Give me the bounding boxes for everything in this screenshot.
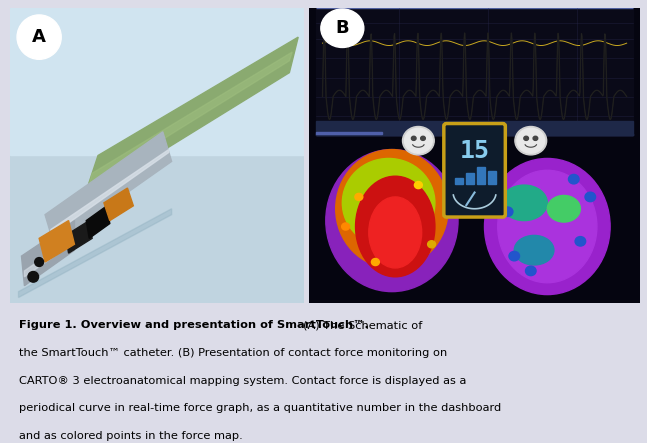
FancyBboxPatch shape <box>444 124 505 217</box>
Text: the SmartTouch™ catheter. (B) Presentation of contact force monitoring on: the SmartTouch™ catheter. (B) Presentati… <box>19 348 448 358</box>
Circle shape <box>585 192 596 202</box>
Circle shape <box>28 272 39 282</box>
Circle shape <box>414 182 422 189</box>
Ellipse shape <box>369 197 422 268</box>
Circle shape <box>371 258 379 265</box>
Circle shape <box>402 127 434 155</box>
Polygon shape <box>25 238 72 277</box>
Bar <box>316 121 633 135</box>
Bar <box>316 134 633 135</box>
Circle shape <box>411 136 416 140</box>
Polygon shape <box>104 188 133 221</box>
Circle shape <box>35 257 43 267</box>
Text: 15: 15 <box>459 139 490 163</box>
Polygon shape <box>45 132 171 244</box>
Text: A: A <box>32 28 46 46</box>
Circle shape <box>533 136 538 140</box>
Polygon shape <box>83 37 298 200</box>
Ellipse shape <box>547 195 580 222</box>
Polygon shape <box>39 221 74 262</box>
Ellipse shape <box>336 150 448 268</box>
Text: CARTO® 3 electroanatomical mapping system. Contact force is displayed as a: CARTO® 3 electroanatomical mapping syste… <box>19 376 466 385</box>
Circle shape <box>509 251 520 261</box>
Bar <box>10 8 304 155</box>
Bar <box>477 167 485 183</box>
Polygon shape <box>21 221 74 286</box>
Polygon shape <box>51 150 169 235</box>
Ellipse shape <box>356 176 435 277</box>
Circle shape <box>515 127 547 155</box>
Circle shape <box>321 9 364 47</box>
Circle shape <box>569 175 579 184</box>
Text: periodical curve in real-time force graph, as a quantitative number in the dashb: periodical curve in real-time force grap… <box>19 403 501 413</box>
Circle shape <box>575 237 586 246</box>
Polygon shape <box>65 221 92 253</box>
Bar <box>488 171 496 183</box>
Circle shape <box>342 223 349 230</box>
Text: and as colored points in the force map.: and as colored points in the force map. <box>19 431 243 441</box>
Ellipse shape <box>501 185 547 221</box>
Ellipse shape <box>342 159 435 247</box>
Ellipse shape <box>326 150 458 291</box>
Circle shape <box>517 128 545 153</box>
Circle shape <box>525 266 536 276</box>
Bar <box>316 132 382 134</box>
Polygon shape <box>19 209 171 298</box>
Circle shape <box>404 128 432 153</box>
Circle shape <box>355 194 363 201</box>
Bar <box>316 8 633 135</box>
Circle shape <box>17 15 61 59</box>
Circle shape <box>421 136 425 140</box>
Polygon shape <box>86 206 110 238</box>
Text: B: B <box>336 19 349 37</box>
Circle shape <box>524 136 529 140</box>
Bar <box>455 178 463 183</box>
Bar <box>466 173 474 183</box>
Polygon shape <box>89 52 292 185</box>
Circle shape <box>502 207 513 217</box>
Ellipse shape <box>514 235 554 265</box>
Ellipse shape <box>498 170 597 283</box>
Circle shape <box>428 241 435 248</box>
Text: Figure 1. Overview and presentation of SmartTouch™.: Figure 1. Overview and presentation of S… <box>19 320 373 330</box>
Text: (A) The Schematic of: (A) The Schematic of <box>303 320 422 330</box>
Ellipse shape <box>485 159 610 295</box>
